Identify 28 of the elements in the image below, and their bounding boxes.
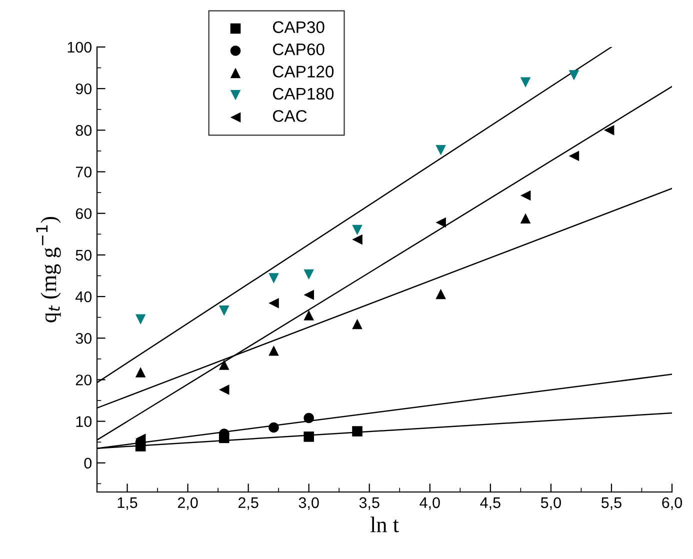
y-axis-title: q$_{t}$ (mg g$^{−1}$) — [36, 216, 61, 322]
x-tick-label: 1,5 — [118, 497, 138, 510]
x-tick-label: 6,0 — [662, 497, 682, 510]
x-tick-label: 4,5 — [480, 497, 500, 510]
legend-label: CAC — [273, 110, 307, 122]
y-tick-label: 20 — [76, 374, 92, 386]
y-tick-label: 50 — [76, 250, 92, 261]
legend-label: CAP180 — [273, 88, 334, 100]
x-tick-label: 3,0 — [298, 497, 319, 510]
y-tick-label: 70 — [76, 166, 92, 178]
x-tick-label: 2,0 — [178, 497, 198, 510]
legend-label: CAP30 — [273, 21, 324, 34]
x-tick-label: 3,5 — [359, 497, 380, 510]
y-tick-label: 90 — [76, 83, 92, 94]
x-axis-title: ln t — [370, 516, 399, 532]
y-tick-label: 30 — [76, 332, 92, 344]
y-tick-label: 80 — [76, 125, 92, 136]
legend-label: CAP60 — [273, 43, 324, 56]
x-tick-label: 4,0 — [420, 497, 440, 510]
y-tick-label: 100 — [68, 42, 92, 53]
y-tick-label: 60 — [76, 208, 92, 220]
x-tick-label: 5,5 — [601, 497, 622, 510]
y-tick-label: 0 — [84, 458, 92, 469]
x-tick-label: 2,5 — [238, 497, 258, 510]
y-tick-label: 40 — [76, 291, 92, 302]
legend-label: CAP120 — [273, 66, 334, 78]
x-tick-label: 5,0 — [540, 497, 561, 510]
y-tick-label: 10 — [76, 416, 92, 427]
